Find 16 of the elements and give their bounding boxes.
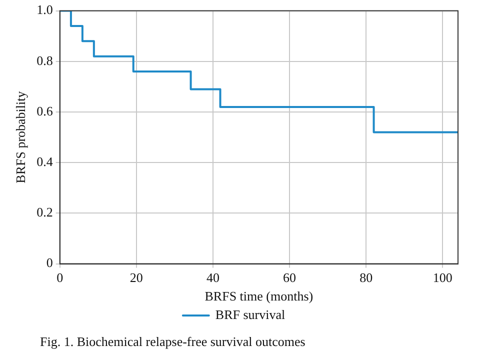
x-tick-label: 60 <box>283 270 296 286</box>
x-tick-label: 40 <box>206 270 220 286</box>
y-tick-label: 0.6 <box>36 103 54 118</box>
legend-label: BRF survival <box>215 306 286 322</box>
y-tick-label: 0.2 <box>36 204 53 220</box>
y-tick-label: 0.8 <box>36 52 53 68</box>
x-tick-label: 100 <box>432 270 452 286</box>
y-tick-label: 0 <box>46 255 53 270</box>
y-tick-label: 1.0 <box>36 2 53 18</box>
x-tick-label: 0 <box>56 270 64 286</box>
x-axis-title: BRFS time (months) <box>204 288 314 304</box>
caption: Fig. 1. Biochemical relapse-free survival outcomes <box>40 334 306 350</box>
x-tick-label: 20 <box>130 270 143 286</box>
y-axis-title: BRFS probability <box>13 90 28 184</box>
y-tick-label: 0.4 <box>36 154 54 170</box>
x-tick-label: 80 <box>360 270 373 286</box>
